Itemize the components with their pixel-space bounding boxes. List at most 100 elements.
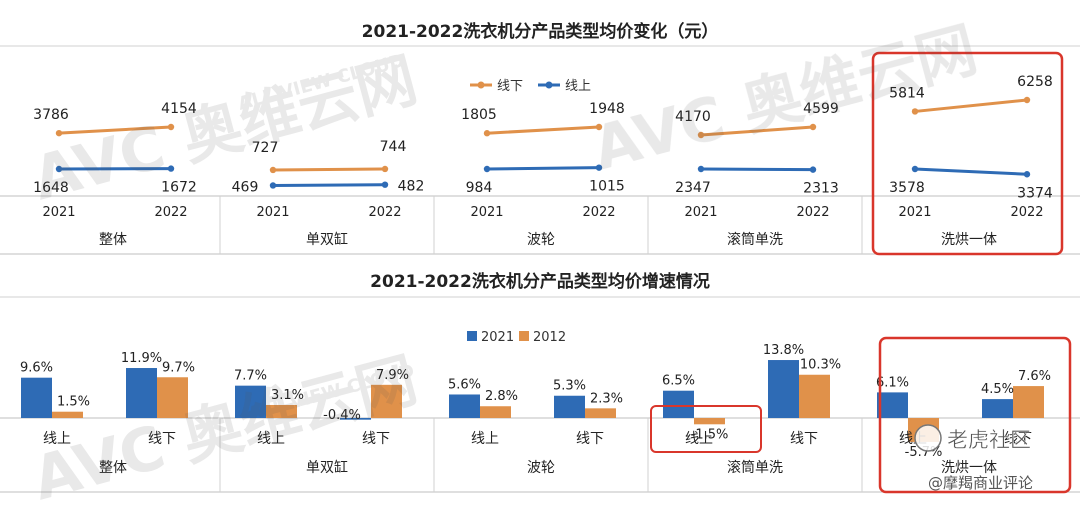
top-series-point bbox=[269, 182, 277, 189]
credit-overlay: 老虎社区 @摩羯商业评论 bbox=[914, 424, 1033, 492]
top-series-line bbox=[57, 125, 173, 135]
top-data-label: 4170 bbox=[675, 109, 711, 125]
bottom-data-label: 10.3% bbox=[800, 358, 841, 373]
bottom-category-label: 线上 bbox=[43, 431, 71, 447]
top-legend-label: 线上 bbox=[565, 79, 591, 94]
bottom-bar bbox=[768, 360, 799, 418]
top-series-point bbox=[269, 166, 277, 174]
bottom-bar bbox=[694, 418, 725, 425]
bottom-group-label: 波轮 bbox=[527, 460, 555, 476]
top-data-label: 2313 bbox=[803, 181, 839, 197]
top-series-point bbox=[381, 165, 389, 173]
bottom-category-label: 线上 bbox=[257, 431, 285, 447]
top-series-line bbox=[699, 167, 815, 172]
bottom-legend-label: 2012 bbox=[533, 330, 566, 345]
bottom-data-label: 9.7% bbox=[162, 360, 195, 375]
top-series-point bbox=[483, 130, 491, 137]
bottom-data-label: -1.5% bbox=[691, 427, 729, 442]
bottom-chart-data-labels: 9.6% 1.5% 11.9%9.7% 7.7% 3.1% -0.4% 7.9% 5.6% 2.… bbox=[20, 343, 1051, 460]
top-x-tick-label: 2021 bbox=[42, 205, 75, 220]
top-series-line bbox=[271, 167, 387, 172]
top-legend-marker bbox=[545, 81, 553, 89]
top-data-label: 6258 bbox=[1017, 74, 1053, 90]
bottom-data-label: 2.8% bbox=[485, 389, 518, 404]
bottom-group-label: 滚筒单洗 bbox=[727, 459, 783, 476]
top-data-label: 4154 bbox=[161, 101, 197, 117]
top-x-tick-label: 2022 bbox=[154, 205, 187, 220]
bottom-bar bbox=[371, 384, 402, 418]
top-series-point bbox=[595, 164, 603, 171]
bottom-bar bbox=[449, 394, 480, 418]
bottom-bar bbox=[52, 411, 83, 418]
bottom-bar bbox=[1013, 386, 1044, 418]
bottom-category-label: 线上 bbox=[685, 431, 713, 447]
bottom-bar bbox=[480, 406, 511, 418]
bottom-data-label: 3.1% bbox=[271, 388, 304, 403]
credit-author: @摩羯商业评论 bbox=[928, 474, 1033, 492]
top-series-point bbox=[911, 165, 919, 173]
top-data-label: 469 bbox=[232, 179, 259, 195]
top-series-point bbox=[483, 165, 491, 173]
bottom-legend-swatch bbox=[467, 331, 477, 341]
bottom-category-label: 线下 bbox=[576, 431, 604, 447]
bottom-category-label: 线下 bbox=[1004, 431, 1032, 447]
top-group-label: 单双缸 bbox=[306, 231, 348, 248]
bottom-data-label: 7.6% bbox=[1018, 369, 1051, 384]
top-x-tick-label: 2022 bbox=[582, 205, 615, 220]
bottom-data-label: 7.9% bbox=[376, 368, 409, 383]
top-x-tick-label: 2022 bbox=[1010, 205, 1043, 220]
bottom-bar bbox=[877, 392, 908, 418]
bottom-bar bbox=[126, 368, 157, 418]
top-data-label: 1672 bbox=[161, 180, 197, 196]
top-data-label: 482 bbox=[398, 179, 425, 195]
top-data-label: 4599 bbox=[803, 101, 839, 117]
top-group-label: 滚筒单洗 bbox=[727, 231, 783, 248]
bottom-group-label: 单双缸 bbox=[306, 459, 348, 476]
top-series-point bbox=[595, 123, 603, 131]
bottom-category-label: 线下 bbox=[362, 431, 390, 447]
bottom-bar bbox=[235, 385, 266, 418]
top-group-label: 波轮 bbox=[527, 232, 555, 248]
bottom-category-label: 线下 bbox=[148, 431, 176, 447]
tiger-logo-icon bbox=[914, 424, 942, 452]
top-series-line bbox=[913, 167, 1029, 176]
top-series-point bbox=[1023, 96, 1031, 104]
bottom-data-label: 9.6% bbox=[20, 361, 53, 376]
bottom-bar bbox=[340, 418, 371, 420]
top-series-line bbox=[699, 125, 815, 137]
top-series-point bbox=[167, 165, 175, 172]
top-series-point bbox=[697, 131, 705, 139]
bottom-data-label: 2.3% bbox=[590, 391, 623, 406]
bottom-category-label: 线上 bbox=[471, 431, 499, 447]
top-x-tick-label: 2021 bbox=[684, 205, 717, 220]
highlight-box-drum-online bbox=[650, 405, 762, 453]
top-x-tick-label: 2021 bbox=[256, 205, 289, 220]
top-series-line bbox=[913, 98, 1029, 113]
top-x-tick-label: 2022 bbox=[796, 205, 829, 220]
top-series-point bbox=[167, 123, 175, 131]
top-series-point bbox=[55, 165, 63, 173]
top-series-point bbox=[809, 123, 817, 131]
top-data-label: 984 bbox=[466, 180, 493, 196]
top-series-line bbox=[271, 183, 387, 187]
top-chart-data-labels: 3786 4154 1648 1672 727 744 469 482 1805 1948 984 1… bbox=[33, 74, 1053, 201]
bottom-bar bbox=[157, 377, 188, 418]
bottom-data-label: 5.6% bbox=[448, 377, 481, 392]
bottom-data-label: 7.7% bbox=[234, 369, 267, 384]
top-series-line bbox=[485, 166, 601, 171]
bottom-data-label: 13.8% bbox=[763, 343, 804, 358]
highlight-box-top-wash-dry bbox=[871, 51, 1064, 256]
bottom-bar bbox=[554, 395, 585, 418]
top-data-label: 3374 bbox=[1017, 185, 1053, 201]
bottom-category-label: 线下 bbox=[790, 431, 818, 447]
bottom-bar bbox=[266, 404, 297, 418]
top-data-label: 2347 bbox=[675, 180, 711, 196]
bottom-legend-label: 2021 bbox=[481, 330, 514, 345]
top-group-label: 整体 bbox=[99, 232, 127, 248]
top-series-line bbox=[485, 125, 601, 135]
top-chart-title: 2021-2022洗衣机分产品类型均价变化（元） bbox=[362, 21, 719, 42]
bottom-data-label: 1.5% bbox=[57, 395, 90, 410]
bottom-bar bbox=[799, 374, 830, 418]
highlight-box-bottom-wash-dry bbox=[878, 336, 1072, 494]
